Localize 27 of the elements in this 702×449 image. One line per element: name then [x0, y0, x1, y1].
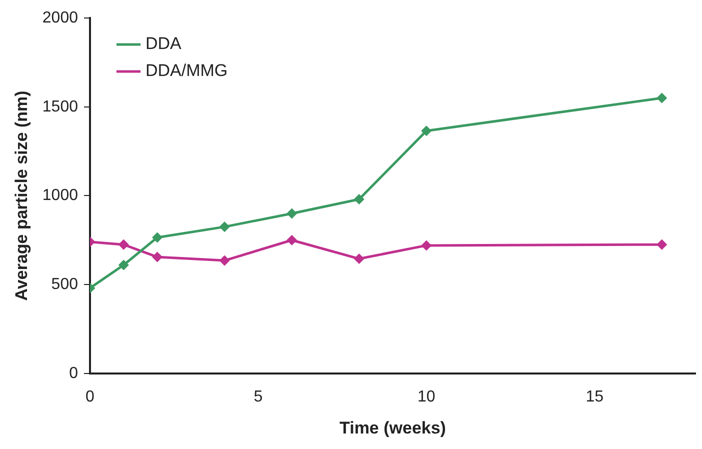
legend-label: DDA/MMG — [145, 61, 228, 80]
point — [354, 194, 364, 204]
x-tick-label: 5 — [254, 388, 263, 406]
point — [657, 240, 667, 250]
point — [422, 126, 432, 136]
point — [354, 254, 364, 264]
point — [220, 256, 230, 266]
point — [118, 260, 128, 270]
x-tick-label: 15 — [586, 388, 604, 406]
y-axis-title: Average particle size (nm) — [12, 90, 31, 301]
y-tick-label: 1500 — [42, 98, 78, 116]
y-tick-label: 1000 — [42, 187, 78, 204]
point — [152, 232, 162, 242]
point — [287, 235, 297, 245]
legend-label: DDA — [145, 34, 182, 54]
x-tick-label: 0 — [86, 388, 95, 406]
point — [287, 208, 297, 218]
x-axis-title: Time (weeks) — [340, 418, 446, 438]
point — [422, 240, 432, 250]
y-tick-label: 500 — [51, 276, 78, 293]
point — [118, 240, 128, 250]
point — [220, 222, 230, 232]
x-tick-label: 10 — [417, 388, 436, 406]
y-tick-label: 2000 — [42, 9, 78, 26]
point — [657, 93, 667, 103]
point — [152, 252, 162, 262]
y-tick-label: 0 — [69, 364, 78, 382]
